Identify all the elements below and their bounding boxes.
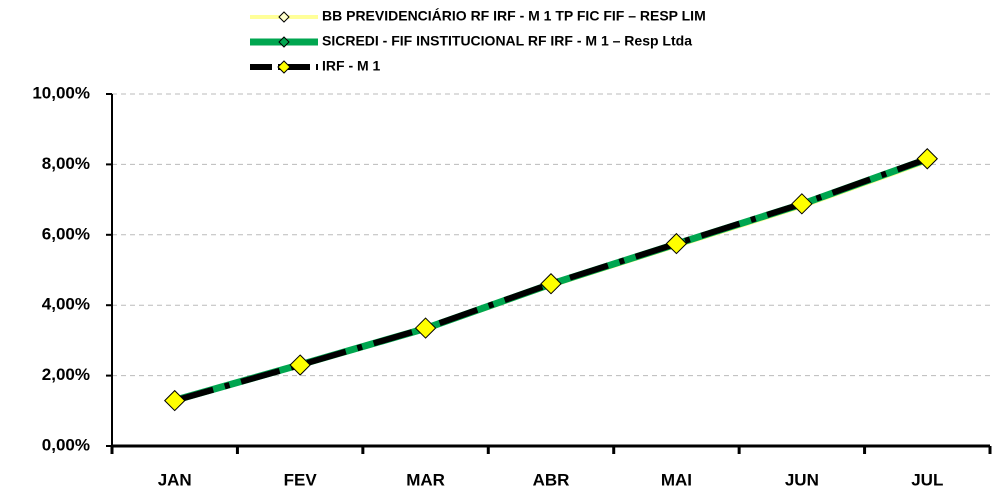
data-point: [289, 354, 311, 376]
data-point: [916, 148, 938, 170]
y-tick-label: 10,00%: [32, 83, 90, 102]
x-tick-label: MAI: [661, 470, 692, 489]
x-tick-label: JUL: [911, 470, 943, 489]
legend-label: IRF - M 1: [322, 58, 381, 74]
x-tick-label: FEV: [284, 470, 318, 489]
y-tick-label: 0,00%: [42, 435, 90, 454]
data-point: [540, 273, 562, 295]
y-tick-label: 6,00%: [42, 224, 90, 243]
x-tick-label: JAN: [158, 470, 192, 489]
x-tick-label: JUN: [785, 470, 819, 489]
legend-marker: [277, 60, 291, 74]
data-point: [164, 389, 186, 412]
data-point: [414, 317, 437, 339]
y-tick-label: 2,00%: [42, 365, 90, 384]
y-tick-label: 4,00%: [42, 295, 90, 314]
x-tick-label: MAR: [406, 470, 445, 489]
data-point: [791, 193, 813, 215]
legend-marker: [278, 11, 290, 23]
x-tick-label: ABR: [533, 470, 570, 489]
data-point: [665, 232, 688, 255]
legend-marker: [278, 36, 290, 48]
y-tick-label: 8,00%: [42, 154, 90, 173]
legend-label: SICREDI - FIF INSTITUCIONAL RF IRF - M 1…: [322, 33, 692, 49]
legend-label: BB PREVIDENCIÁRIO RF IRF - M 1 TP FIC FI…: [322, 8, 706, 24]
